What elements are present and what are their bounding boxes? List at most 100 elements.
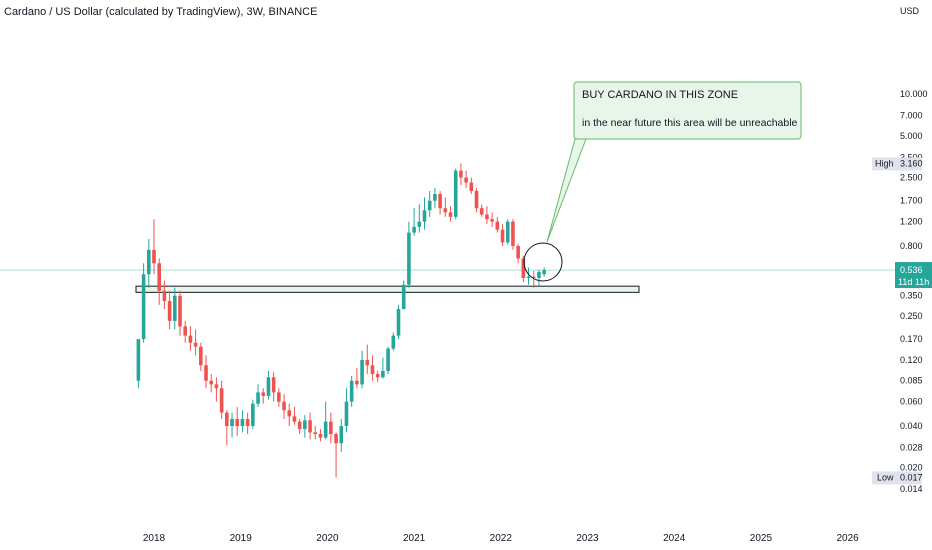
candle-body xyxy=(157,263,162,291)
candle-body xyxy=(199,346,203,366)
candle-body xyxy=(219,388,224,413)
candle-body xyxy=(355,380,359,385)
candle-body xyxy=(256,392,260,404)
callout-box[interactable] xyxy=(573,81,802,140)
x-tick-label: 2022 xyxy=(490,533,513,544)
candle-body xyxy=(188,335,193,343)
candle-body xyxy=(183,326,188,336)
last-price-value: 0.536 xyxy=(900,265,923,275)
candle-body xyxy=(521,258,526,278)
candle-body xyxy=(542,270,546,275)
candle-body xyxy=(266,377,271,396)
bar-countdown: 11d 11h xyxy=(898,277,929,287)
buy-zone-rectangle[interactable] xyxy=(135,285,640,293)
candle-body xyxy=(251,403,255,427)
candle-body xyxy=(334,434,338,444)
candle-body xyxy=(386,348,390,371)
y-tick-label: 7.000 xyxy=(900,111,923,121)
candle-body xyxy=(495,221,500,230)
low-tag-bg xyxy=(872,471,922,485)
candle-body xyxy=(427,200,432,211)
candle-body xyxy=(230,418,234,427)
high-label: High xyxy=(875,158,894,168)
candle-body xyxy=(162,290,167,302)
candle-body xyxy=(474,190,479,209)
candle-body xyxy=(365,360,370,366)
candle-body xyxy=(469,182,474,191)
low-label: Low xyxy=(877,472,894,482)
candle-body xyxy=(485,214,489,220)
candle-body xyxy=(297,421,302,430)
callout-pointer xyxy=(546,138,587,243)
candle-body xyxy=(146,249,151,275)
candle-body xyxy=(308,420,312,433)
y-tick-label: 0.014 xyxy=(900,484,923,494)
candle-body xyxy=(344,401,349,427)
x-tick-label: 2023 xyxy=(576,533,599,544)
candle-body xyxy=(261,392,266,396)
candle-body xyxy=(381,370,385,378)
candle-body xyxy=(464,177,468,183)
annotation-title: BUY CARDANO IN THIS ZONE xyxy=(582,89,739,101)
x-tick-label: 2021 xyxy=(403,533,426,544)
y-tick-label: 1.700 xyxy=(900,196,923,206)
x-tick-label: 2019 xyxy=(230,533,253,544)
candle-body xyxy=(531,276,536,278)
low-value: 0.017 xyxy=(900,472,923,482)
candle-body xyxy=(329,421,333,435)
candle-body xyxy=(505,221,510,243)
y-tick-label: 0.028 xyxy=(900,442,923,452)
y-tick-label: 3.500 xyxy=(900,152,923,162)
candle-body xyxy=(282,401,286,411)
annotation-drawings[interactable] xyxy=(523,81,802,282)
candle-body xyxy=(214,384,219,389)
highlight-circle[interactable] xyxy=(523,242,563,282)
price-axis[interactable]: USD 10.000 7.000 5.000 3.500 2.500 1.700 1.200 0… xyxy=(872,6,932,494)
candle-body xyxy=(443,208,448,213)
candle-body xyxy=(490,219,494,222)
candle-body xyxy=(391,335,396,349)
candle-body xyxy=(511,221,515,246)
x-tick-label: 2018 xyxy=(143,533,166,544)
time-axis[interactable]: 2018 2019 2020 2021 2022 2023 2024 2025 2026 xyxy=(143,533,859,544)
candle-body xyxy=(245,418,250,427)
candle-body xyxy=(235,418,240,427)
candle-body xyxy=(204,365,208,381)
candle-body xyxy=(193,342,198,347)
y-tick-label: 0.020 xyxy=(900,463,923,473)
candle-body xyxy=(349,380,354,402)
currency-label: USD xyxy=(900,6,920,16)
y-tick-label: 0.170 xyxy=(900,334,923,344)
candle-body xyxy=(277,392,281,402)
y-tick-label: 0.350 xyxy=(900,291,923,301)
candle-body xyxy=(225,412,229,427)
candle-body xyxy=(136,339,141,381)
candle-body xyxy=(271,377,276,393)
candle-body xyxy=(396,309,401,336)
candle-body xyxy=(422,210,427,222)
high-value: 3.160 xyxy=(900,158,923,168)
candle-body xyxy=(339,426,344,444)
candles xyxy=(136,163,546,478)
buy-zone[interactable] xyxy=(135,285,640,293)
candle-body xyxy=(141,274,146,340)
candle-body xyxy=(537,271,541,278)
chart-title: Cardano / US Dollar (calculated by Tradi… xyxy=(4,6,318,18)
candle-body xyxy=(417,221,422,227)
candle-body xyxy=(173,295,177,321)
candle-body xyxy=(459,170,463,178)
x-tick-label: 2026 xyxy=(836,533,859,544)
candle-body xyxy=(360,360,364,385)
candle-body xyxy=(323,421,328,438)
candle-body xyxy=(448,212,453,217)
candle-body xyxy=(375,374,380,378)
x-tick-label: 2020 xyxy=(316,533,339,544)
candle-body xyxy=(318,434,323,438)
candle-body xyxy=(479,208,484,215)
y-tick-label: 1.200 xyxy=(900,217,923,227)
candle-body xyxy=(287,410,292,417)
candle-body xyxy=(370,365,375,375)
x-tick-label: 2025 xyxy=(750,533,773,544)
x-tick-label: 2024 xyxy=(663,533,686,544)
